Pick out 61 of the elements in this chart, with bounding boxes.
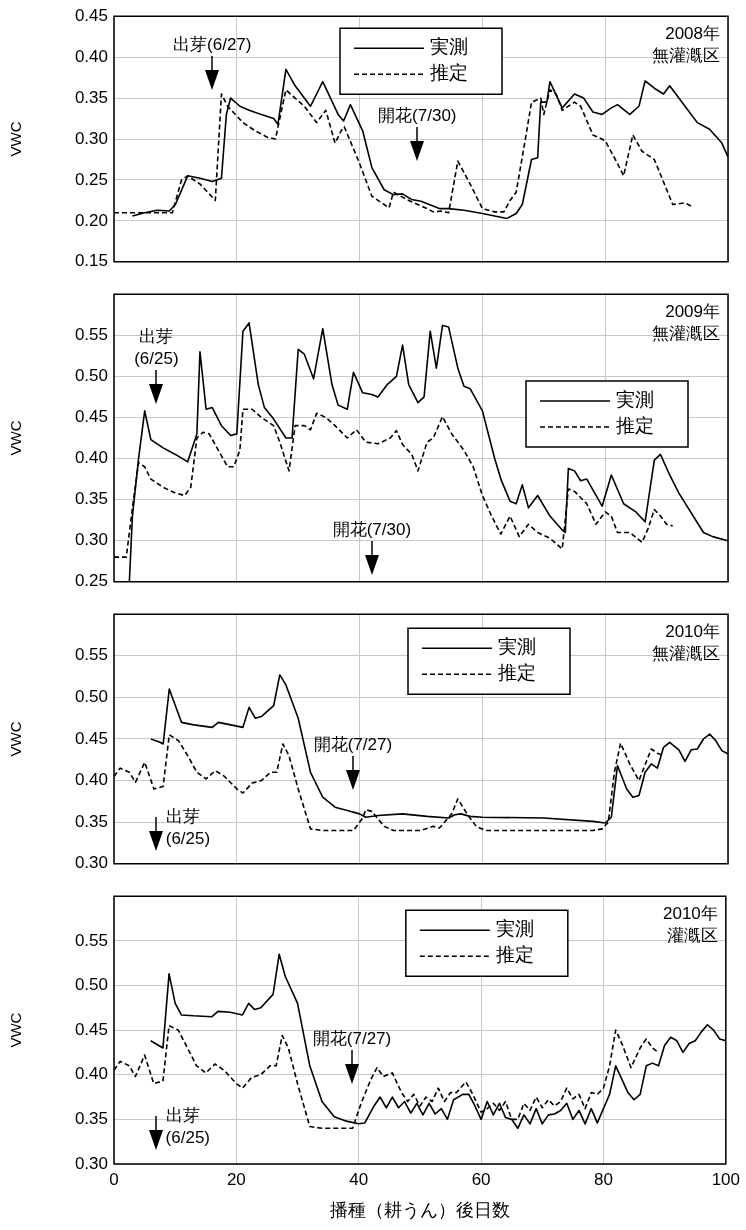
y-tick-label: 0.40 <box>74 1064 108 1084</box>
y-tick-label: 0.45 <box>74 5 108 25</box>
y-tick-label: 0.20 <box>74 210 108 230</box>
y-tick-label: 0.45 <box>74 1019 108 1039</box>
y-tick-label: 0.55 <box>74 324 108 344</box>
y-tick-label: 0.30 <box>74 530 108 550</box>
annotation: 無灌漑区 <box>652 644 720 664</box>
x-tick-label: 100 <box>711 1169 741 1189</box>
annotation: 2008年 <box>665 24 720 44</box>
legend-label: 推定 <box>616 415 654 437</box>
legend-label: 推定 <box>498 662 536 684</box>
y-tick-label: 0.30 <box>74 128 108 148</box>
y-tick-label: 0.35 <box>74 489 108 509</box>
y-tick-label: 0.30 <box>74 1153 108 1173</box>
y-axis-title: VWC <box>7 721 25 757</box>
y-tick-label: 0.55 <box>74 930 108 950</box>
legend-label: 推定 <box>430 62 468 84</box>
y-axis-title: VWC <box>7 420 25 456</box>
legend-label: 実測 <box>495 918 534 940</box>
y-tick-label: 0.25 <box>74 571 108 591</box>
y-axis-title: VWC <box>7 121 25 157</box>
y-tick-label: 0.50 <box>74 366 108 386</box>
annotation: 出芽(6/25) <box>134 327 179 369</box>
x-axis-title: 播種（耕うん）後日数 <box>329 1200 510 1221</box>
y-tick-label: 0.50 <box>74 687 108 707</box>
y-tick-label: 0.45 <box>74 407 108 427</box>
y-tick-label: 0.45 <box>74 728 108 748</box>
x-tick-label: 80 <box>593 1169 613 1189</box>
annotation: 2009年 <box>665 302 720 322</box>
annotation: 出芽(6/25) <box>165 1105 211 1147</box>
annotation: 無灌漑区 <box>652 324 720 344</box>
annotation: 無灌漑区 <box>652 46 720 66</box>
legend-label: 実測 <box>498 636 536 658</box>
x-tick-label: 40 <box>349 1169 369 1189</box>
y-tick-label: 0.40 <box>74 448 108 468</box>
y-tick-label: 0.35 <box>74 811 108 831</box>
y-tick-label: 0.55 <box>74 645 108 665</box>
y-axis-title: VWC <box>7 1012 25 1048</box>
legend-label: 推定 <box>495 944 534 966</box>
y-tick-label: 0.30 <box>74 853 108 873</box>
annotation: 出芽(6/25) <box>165 806 211 848</box>
x-tick-label: 0 <box>109 1169 119 1189</box>
annotation: 開花(7/27) <box>313 734 393 754</box>
y-tick-label: 0.15 <box>74 251 108 271</box>
legend-label: 実測 <box>430 36 468 58</box>
y-tick-label: 0.40 <box>74 46 108 66</box>
x-tick-label: 60 <box>471 1169 491 1189</box>
x-tick-label: 20 <box>226 1169 246 1189</box>
annotation: 2010年 <box>662 904 718 924</box>
annotation: 開花(7/27) <box>312 1028 392 1048</box>
annotation: 灌漑区 <box>666 926 718 946</box>
annotation: 開花(7/30) <box>332 520 412 540</box>
y-tick-label: 0.35 <box>74 1109 108 1129</box>
y-tick-label: 0.35 <box>74 87 108 107</box>
legend-label: 実測 <box>616 389 654 411</box>
y-tick-label: 0.50 <box>74 975 108 995</box>
annotation: 開花(7/30) <box>378 106 457 126</box>
annotation: 出芽(6/27) <box>173 34 252 54</box>
y-tick-label: 0.40 <box>74 770 108 790</box>
annotation: 2010年 <box>665 622 720 642</box>
y-tick-label: 0.25 <box>74 169 108 189</box>
